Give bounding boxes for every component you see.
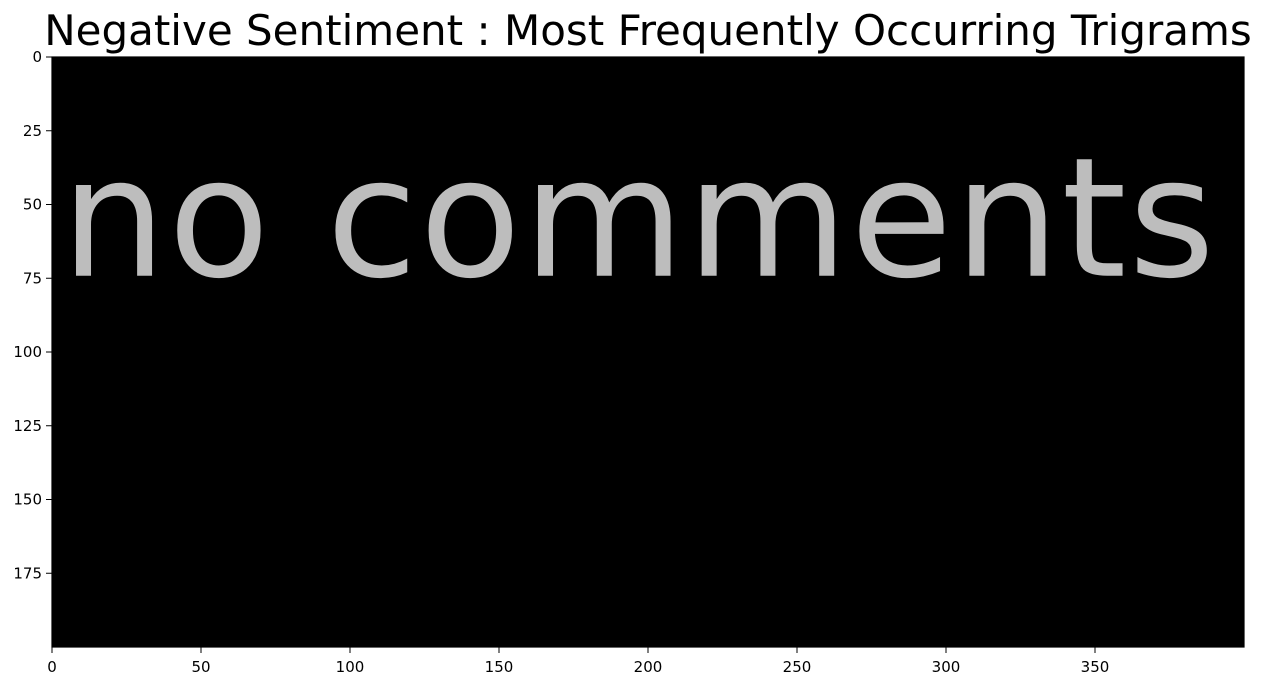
x-tick-label: 150 — [485, 658, 514, 676]
wordcloud-words: no comments — [61, 123, 1216, 316]
x-tick-label: 0 — [47, 658, 57, 676]
y-tick-label: 0 — [32, 48, 42, 66]
y-tick-label: 175 — [13, 564, 42, 582]
y-tick-label: 75 — [23, 269, 42, 287]
x-axis: 0 50 100 150 200 250 300 350 — [47, 647, 1109, 676]
x-tick-label: 100 — [336, 658, 365, 676]
chart-title: Negative Sentiment : Most Frequently Occ… — [44, 6, 1252, 55]
wordcloud-word: no comments — [61, 123, 1216, 316]
x-tick-label: 50 — [191, 658, 210, 676]
y-tick-label: 150 — [13, 491, 42, 509]
x-tick-label: 200 — [634, 658, 663, 676]
x-tick-label: 250 — [783, 658, 812, 676]
y-tick-label: 50 — [23, 196, 42, 214]
wordcloud-image-background — [52, 57, 1244, 647]
y-axis: 0 25 50 75 100 125 150 175 — [13, 48, 52, 582]
x-tick-label: 350 — [1081, 658, 1110, 676]
y-tick-label: 100 — [13, 343, 42, 361]
y-tick-label: 125 — [13, 417, 42, 435]
y-tick-label: 25 — [23, 122, 42, 140]
x-tick-label: 300 — [932, 658, 961, 676]
